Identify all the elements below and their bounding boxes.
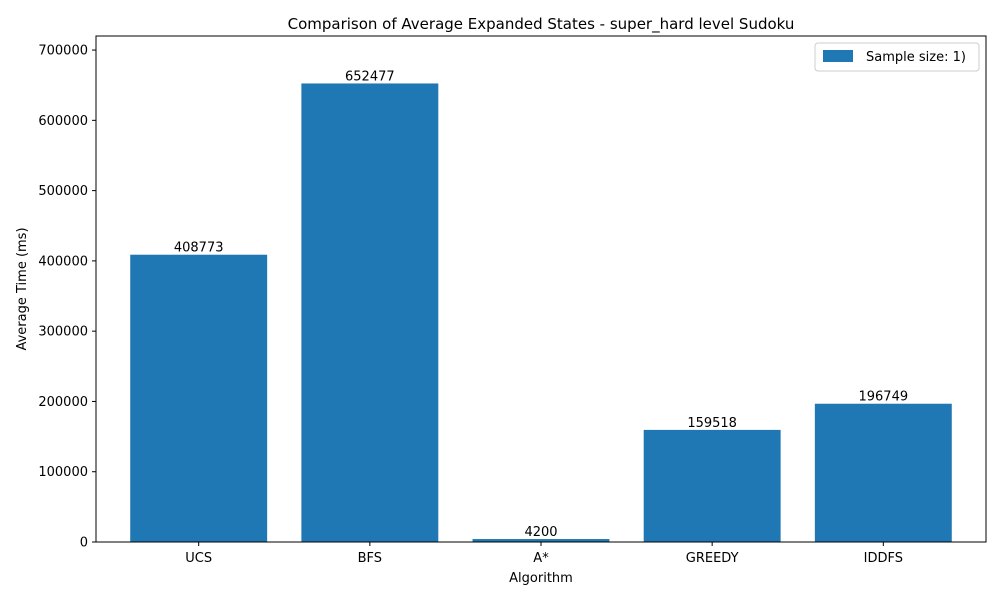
legend-label: Sample size: 1) xyxy=(866,50,966,65)
bar-value-label: 159518 xyxy=(687,416,737,431)
x-tick-label: BFS xyxy=(358,551,382,566)
y-tick-label: 400000 xyxy=(38,254,88,269)
y-tick-label: 0 xyxy=(80,536,88,551)
bar-value-label: 652477 xyxy=(345,69,395,84)
x-axis-ticks: UCS BFS A* GREEDY IDDFS xyxy=(185,542,903,566)
plot-frame xyxy=(95,35,987,543)
y-tick-label: 700000 xyxy=(38,44,88,59)
x-tick-label: A* xyxy=(533,551,549,566)
chart-title: Comparison of Average Expanded States - … xyxy=(288,15,795,34)
y-tick-label: 500000 xyxy=(38,184,88,199)
bar-value-label: 196749 xyxy=(858,390,908,405)
bar xyxy=(130,254,268,542)
y-tick-label: 300000 xyxy=(38,325,88,340)
x-axis-label: Algorithm xyxy=(509,571,573,586)
x-tick-label: GREEDY xyxy=(686,551,739,566)
y-tick-label: 600000 xyxy=(38,114,88,129)
bar xyxy=(814,403,952,542)
legend: Sample size: 1) xyxy=(814,42,980,72)
y-tick-label: 200000 xyxy=(38,395,88,410)
bar xyxy=(472,539,610,542)
bar-value-label: 408773 xyxy=(174,241,224,256)
x-tick-label: UCS xyxy=(185,551,212,566)
y-axis-label: Average Time (ms) xyxy=(15,227,30,350)
bar-value-label: 4200 xyxy=(524,525,557,540)
legend-swatch xyxy=(823,50,853,62)
bar-data-labels: 408773 652477 4200 159518 196749 xyxy=(174,69,908,540)
bar-series xyxy=(130,83,952,542)
y-axis-ticks: 0 100000 200000 300000 400000 500000 600000 700… xyxy=(38,44,96,551)
bar xyxy=(643,429,781,542)
y-tick-label: 100000 xyxy=(38,465,88,480)
legend-box xyxy=(814,42,980,72)
x-tick-label: IDDFS xyxy=(864,551,903,566)
bar xyxy=(301,83,439,542)
